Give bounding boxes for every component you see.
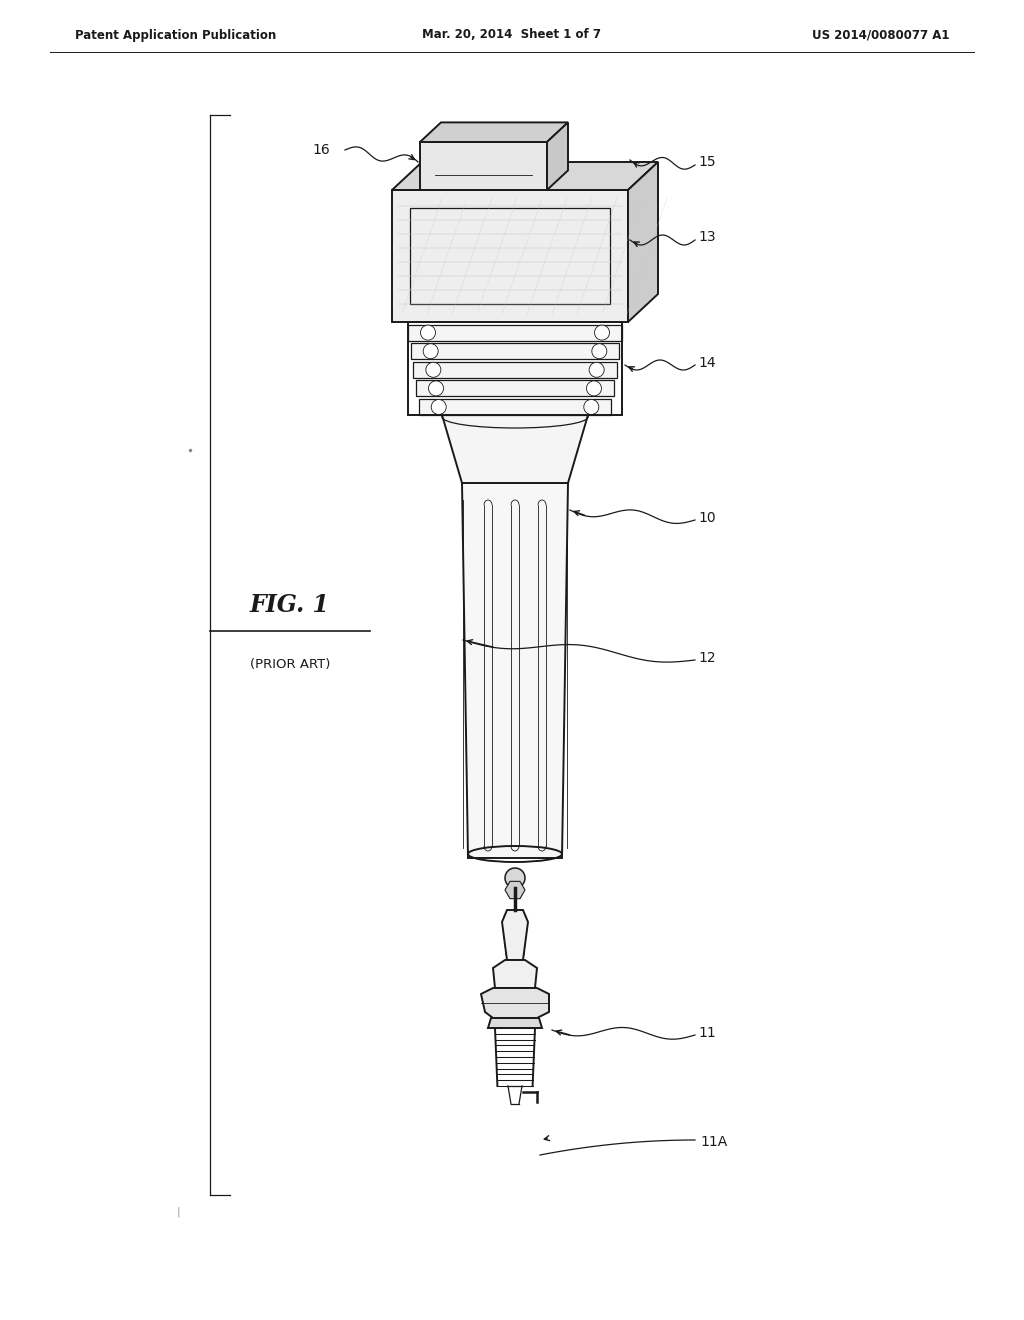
- Polygon shape: [392, 190, 628, 322]
- Ellipse shape: [504, 928, 526, 935]
- Polygon shape: [462, 483, 568, 858]
- Circle shape: [423, 343, 438, 359]
- Polygon shape: [414, 362, 616, 378]
- Text: Mar. 20, 2014  Sheet 1 of 7: Mar. 20, 2014 Sheet 1 of 7: [423, 29, 601, 41]
- Polygon shape: [392, 162, 658, 190]
- Polygon shape: [442, 414, 588, 483]
- Polygon shape: [420, 123, 568, 143]
- Circle shape: [505, 869, 525, 888]
- Ellipse shape: [504, 913, 525, 919]
- Polygon shape: [481, 987, 549, 1018]
- Polygon shape: [628, 162, 658, 322]
- Polygon shape: [547, 123, 568, 190]
- Ellipse shape: [504, 936, 525, 941]
- Polygon shape: [502, 909, 528, 960]
- Polygon shape: [420, 143, 547, 190]
- Polygon shape: [408, 325, 622, 341]
- Text: 15: 15: [698, 154, 716, 169]
- Circle shape: [428, 381, 443, 396]
- Circle shape: [426, 362, 441, 378]
- Circle shape: [589, 362, 604, 378]
- Circle shape: [587, 381, 601, 396]
- Circle shape: [584, 400, 599, 414]
- Text: 10: 10: [698, 511, 716, 525]
- Polygon shape: [411, 343, 620, 359]
- Text: US 2014/0080077 A1: US 2014/0080077 A1: [812, 29, 950, 41]
- Text: 11A: 11A: [700, 1135, 727, 1148]
- Polygon shape: [505, 882, 525, 899]
- Ellipse shape: [506, 952, 524, 957]
- Circle shape: [421, 325, 435, 341]
- Text: Patent Application Publication: Patent Application Publication: [75, 29, 276, 41]
- Text: |: |: [176, 1206, 180, 1217]
- Text: 14: 14: [698, 356, 716, 370]
- Polygon shape: [419, 399, 611, 414]
- Polygon shape: [416, 380, 614, 396]
- Polygon shape: [488, 1018, 542, 1028]
- Ellipse shape: [504, 921, 526, 927]
- Circle shape: [592, 343, 607, 359]
- Text: 16: 16: [312, 143, 330, 157]
- Text: 13: 13: [698, 230, 716, 244]
- Circle shape: [431, 400, 446, 414]
- Text: 11: 11: [698, 1026, 716, 1040]
- Text: FIG. 1: FIG. 1: [250, 593, 330, 616]
- Ellipse shape: [505, 944, 525, 949]
- Polygon shape: [493, 960, 537, 987]
- Circle shape: [595, 325, 609, 341]
- Text: 12: 12: [698, 651, 716, 665]
- Text: (PRIOR ART): (PRIOR ART): [250, 659, 330, 672]
